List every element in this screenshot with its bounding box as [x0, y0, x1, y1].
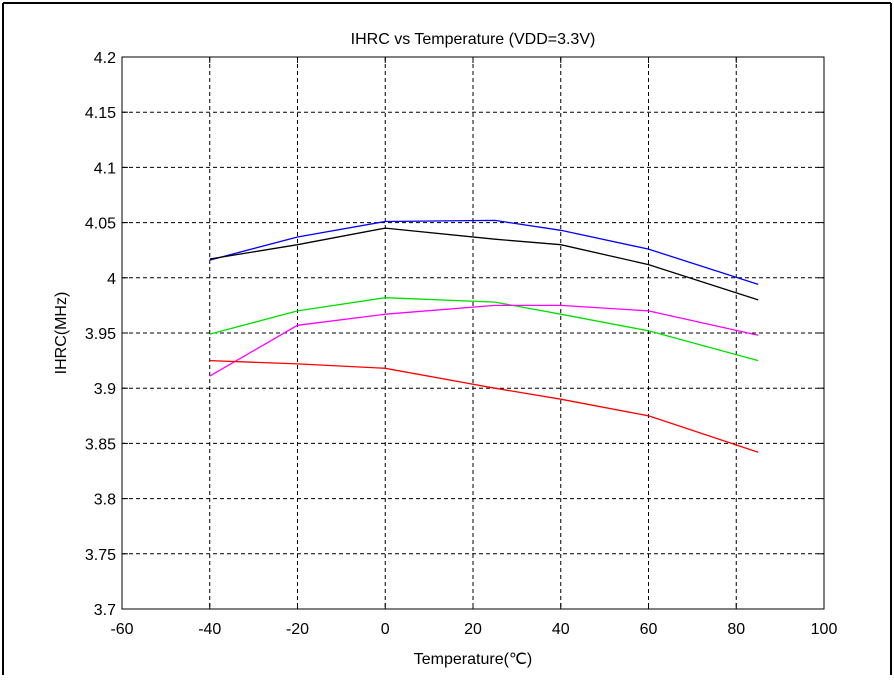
- y-tick-label: 4.1: [94, 160, 116, 177]
- y-tick-label: 4: [107, 271, 116, 288]
- y-tick-label: 4.15: [85, 105, 116, 122]
- y-tick-label: 4.2: [94, 50, 116, 67]
- y-tick-label: 3.8: [94, 492, 116, 509]
- x-tick-label: -20: [286, 621, 309, 638]
- y-tick-label: 3.95: [85, 326, 116, 343]
- series-line-2: [209, 227, 759, 301]
- series-line-1: [209, 219, 759, 286]
- y-tick-label: 4.05: [85, 216, 116, 233]
- x-axis-label: Temperature(℃): [414, 651, 532, 668]
- series-line-5: [209, 359, 759, 453]
- x-tick-label: 40: [552, 621, 570, 638]
- chart-title: IHRC vs Temperature (VDD=3.3V): [351, 31, 596, 48]
- y-tick-label: 3.85: [85, 436, 116, 453]
- x-tick-label: -40: [198, 621, 221, 638]
- series-layer: [209, 219, 759, 453]
- y-axis-label: IHRC(MHz): [53, 292, 70, 375]
- tick-layer: -60 -40 -20 0 20 40 60 80 100 3.7 3.75 3.8 3.85 3.9 3.…: [85, 50, 838, 638]
- x-tick-label: 80: [727, 621, 745, 638]
- series-line-4: [209, 304, 759, 377]
- series-line-3: [209, 297, 759, 362]
- x-tick-label: -60: [110, 621, 133, 638]
- grid-layer: [122, 57, 824, 609]
- y-tick-label: 3.7: [94, 602, 116, 619]
- y-tick-label: 3.9: [94, 381, 116, 398]
- x-tick-label: 0: [381, 621, 390, 638]
- x-tick-label: 100: [811, 621, 838, 638]
- x-tick-label: 60: [640, 621, 658, 638]
- y-tick-label: 3.75: [85, 547, 116, 564]
- x-tick-label: 20: [464, 621, 482, 638]
